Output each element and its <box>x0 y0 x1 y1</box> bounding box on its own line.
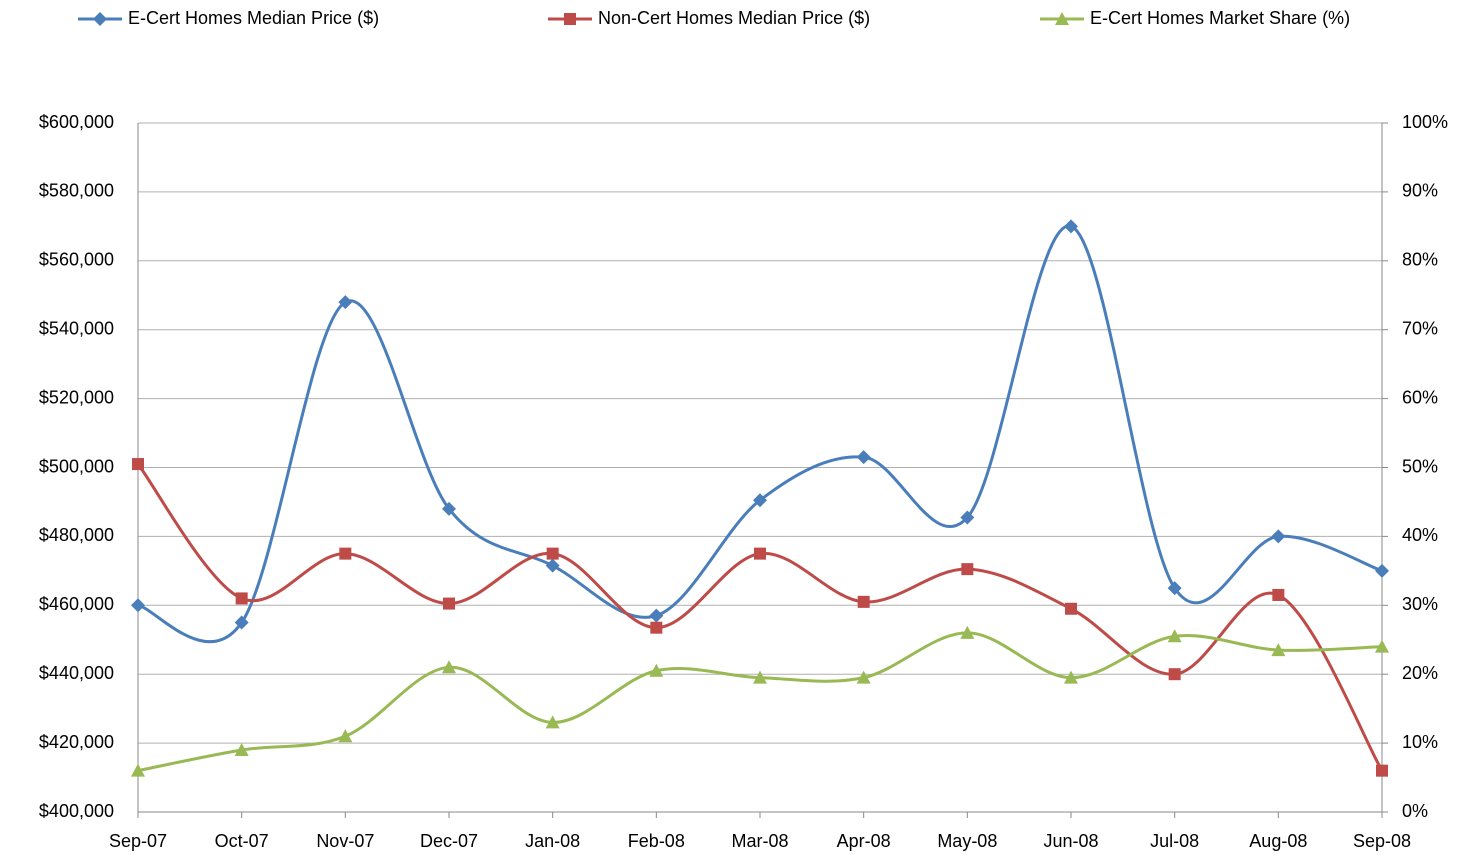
marker <box>1065 602 1077 615</box>
marker <box>545 715 560 729</box>
y2-tick-label: 100% <box>1402 112 1448 132</box>
marker <box>753 670 767 684</box>
marker <box>1271 529 1286 544</box>
marker <box>856 670 871 684</box>
marker <box>857 595 870 608</box>
series-line <box>137 224 1383 644</box>
marker <box>234 615 249 630</box>
x-tick-label: Jan-08 <box>525 831 580 851</box>
marker <box>1064 219 1078 234</box>
y-tick-label: $520,000 <box>39 387 114 407</box>
y2-tick-label: 50% <box>1402 456 1438 476</box>
marker <box>650 621 663 634</box>
marker <box>1376 764 1388 777</box>
y2-tick-label: 30% <box>1402 594 1438 614</box>
marker <box>546 547 559 560</box>
marker <box>961 563 974 576</box>
x-tick-label: Oct-07 <box>215 831 269 851</box>
y2-tick-label: 0% <box>1402 801 1428 821</box>
marker <box>1167 629 1182 643</box>
marker <box>1167 581 1182 596</box>
y-tick-label: $560,000 <box>39 250 114 270</box>
x-tick-label: Sep-08 <box>1353 831 1411 851</box>
marker <box>339 547 352 560</box>
marker <box>1055 12 1069 25</box>
y2-tick-label: 20% <box>1402 663 1438 683</box>
y2-tick-label: 90% <box>1402 181 1438 201</box>
series-line <box>136 463 1384 772</box>
y2-tick-label: 70% <box>1402 318 1438 338</box>
marker <box>856 450 871 465</box>
marker <box>443 597 455 610</box>
marker <box>545 558 560 573</box>
legend-label: E-Cert Homes Market Share (%) <box>1090 8 1350 28</box>
y-tick-label: $420,000 <box>39 732 114 752</box>
x-tick-label: Feb-08 <box>628 831 685 851</box>
marker <box>649 663 664 677</box>
y-tick-label: $480,000 <box>39 525 114 545</box>
legend-label: E-Cert Homes Median Price ($) <box>128 8 379 28</box>
x-tick-label: Aug-08 <box>1249 831 1307 851</box>
x-tick-label: Mar-08 <box>731 831 788 851</box>
marker <box>131 763 145 777</box>
marker <box>131 598 145 613</box>
y2-tick-label: 10% <box>1402 732 1438 752</box>
marker <box>132 458 144 471</box>
marker <box>754 547 766 560</box>
y-tick-label: $540,000 <box>39 318 114 338</box>
marker <box>564 13 576 25</box>
series-line <box>137 631 1383 773</box>
marker <box>1271 643 1286 657</box>
marker <box>442 501 456 516</box>
y2-tick-label: 80% <box>1402 250 1438 270</box>
series <box>132 458 1388 777</box>
marker <box>649 608 664 623</box>
marker <box>338 729 353 743</box>
marker <box>1375 639 1389 653</box>
x-tick-label: Dec-07 <box>420 831 478 851</box>
legend-label: Non-Cert Homes Median Price ($) <box>598 8 870 28</box>
x-tick-label: Apr-08 <box>837 831 891 851</box>
marker <box>1272 588 1285 601</box>
y-tick-label: $440,000 <box>39 663 114 683</box>
marker <box>753 493 767 508</box>
marker <box>93 12 107 26</box>
series <box>131 625 1389 777</box>
x-tick-label: Jun-08 <box>1043 831 1098 851</box>
y-tick-label: $460,000 <box>39 594 114 614</box>
y2-tick-label: 40% <box>1402 525 1438 545</box>
x-tick-label: Nov-07 <box>316 831 374 851</box>
marker <box>442 660 456 674</box>
marker <box>1168 668 1181 681</box>
y-tick-label: $580,000 <box>39 181 114 201</box>
marker <box>1064 670 1078 684</box>
marker <box>960 625 975 639</box>
x-tick-label: Sep-07 <box>109 831 167 851</box>
y-tick-label: $400,000 <box>39 801 114 821</box>
y2-tick-label: 60% <box>1402 387 1438 407</box>
marker <box>960 510 975 525</box>
x-tick-label: Jul-08 <box>1150 831 1199 851</box>
marker <box>338 295 353 310</box>
series <box>131 219 1389 644</box>
marker <box>1375 563 1389 578</box>
y-tick-label: $600,000 <box>39 112 114 132</box>
x-tick-label: May-08 <box>937 831 997 851</box>
y-tick-label: $500,000 <box>39 456 114 476</box>
marker <box>235 592 248 605</box>
marker <box>234 742 249 756</box>
